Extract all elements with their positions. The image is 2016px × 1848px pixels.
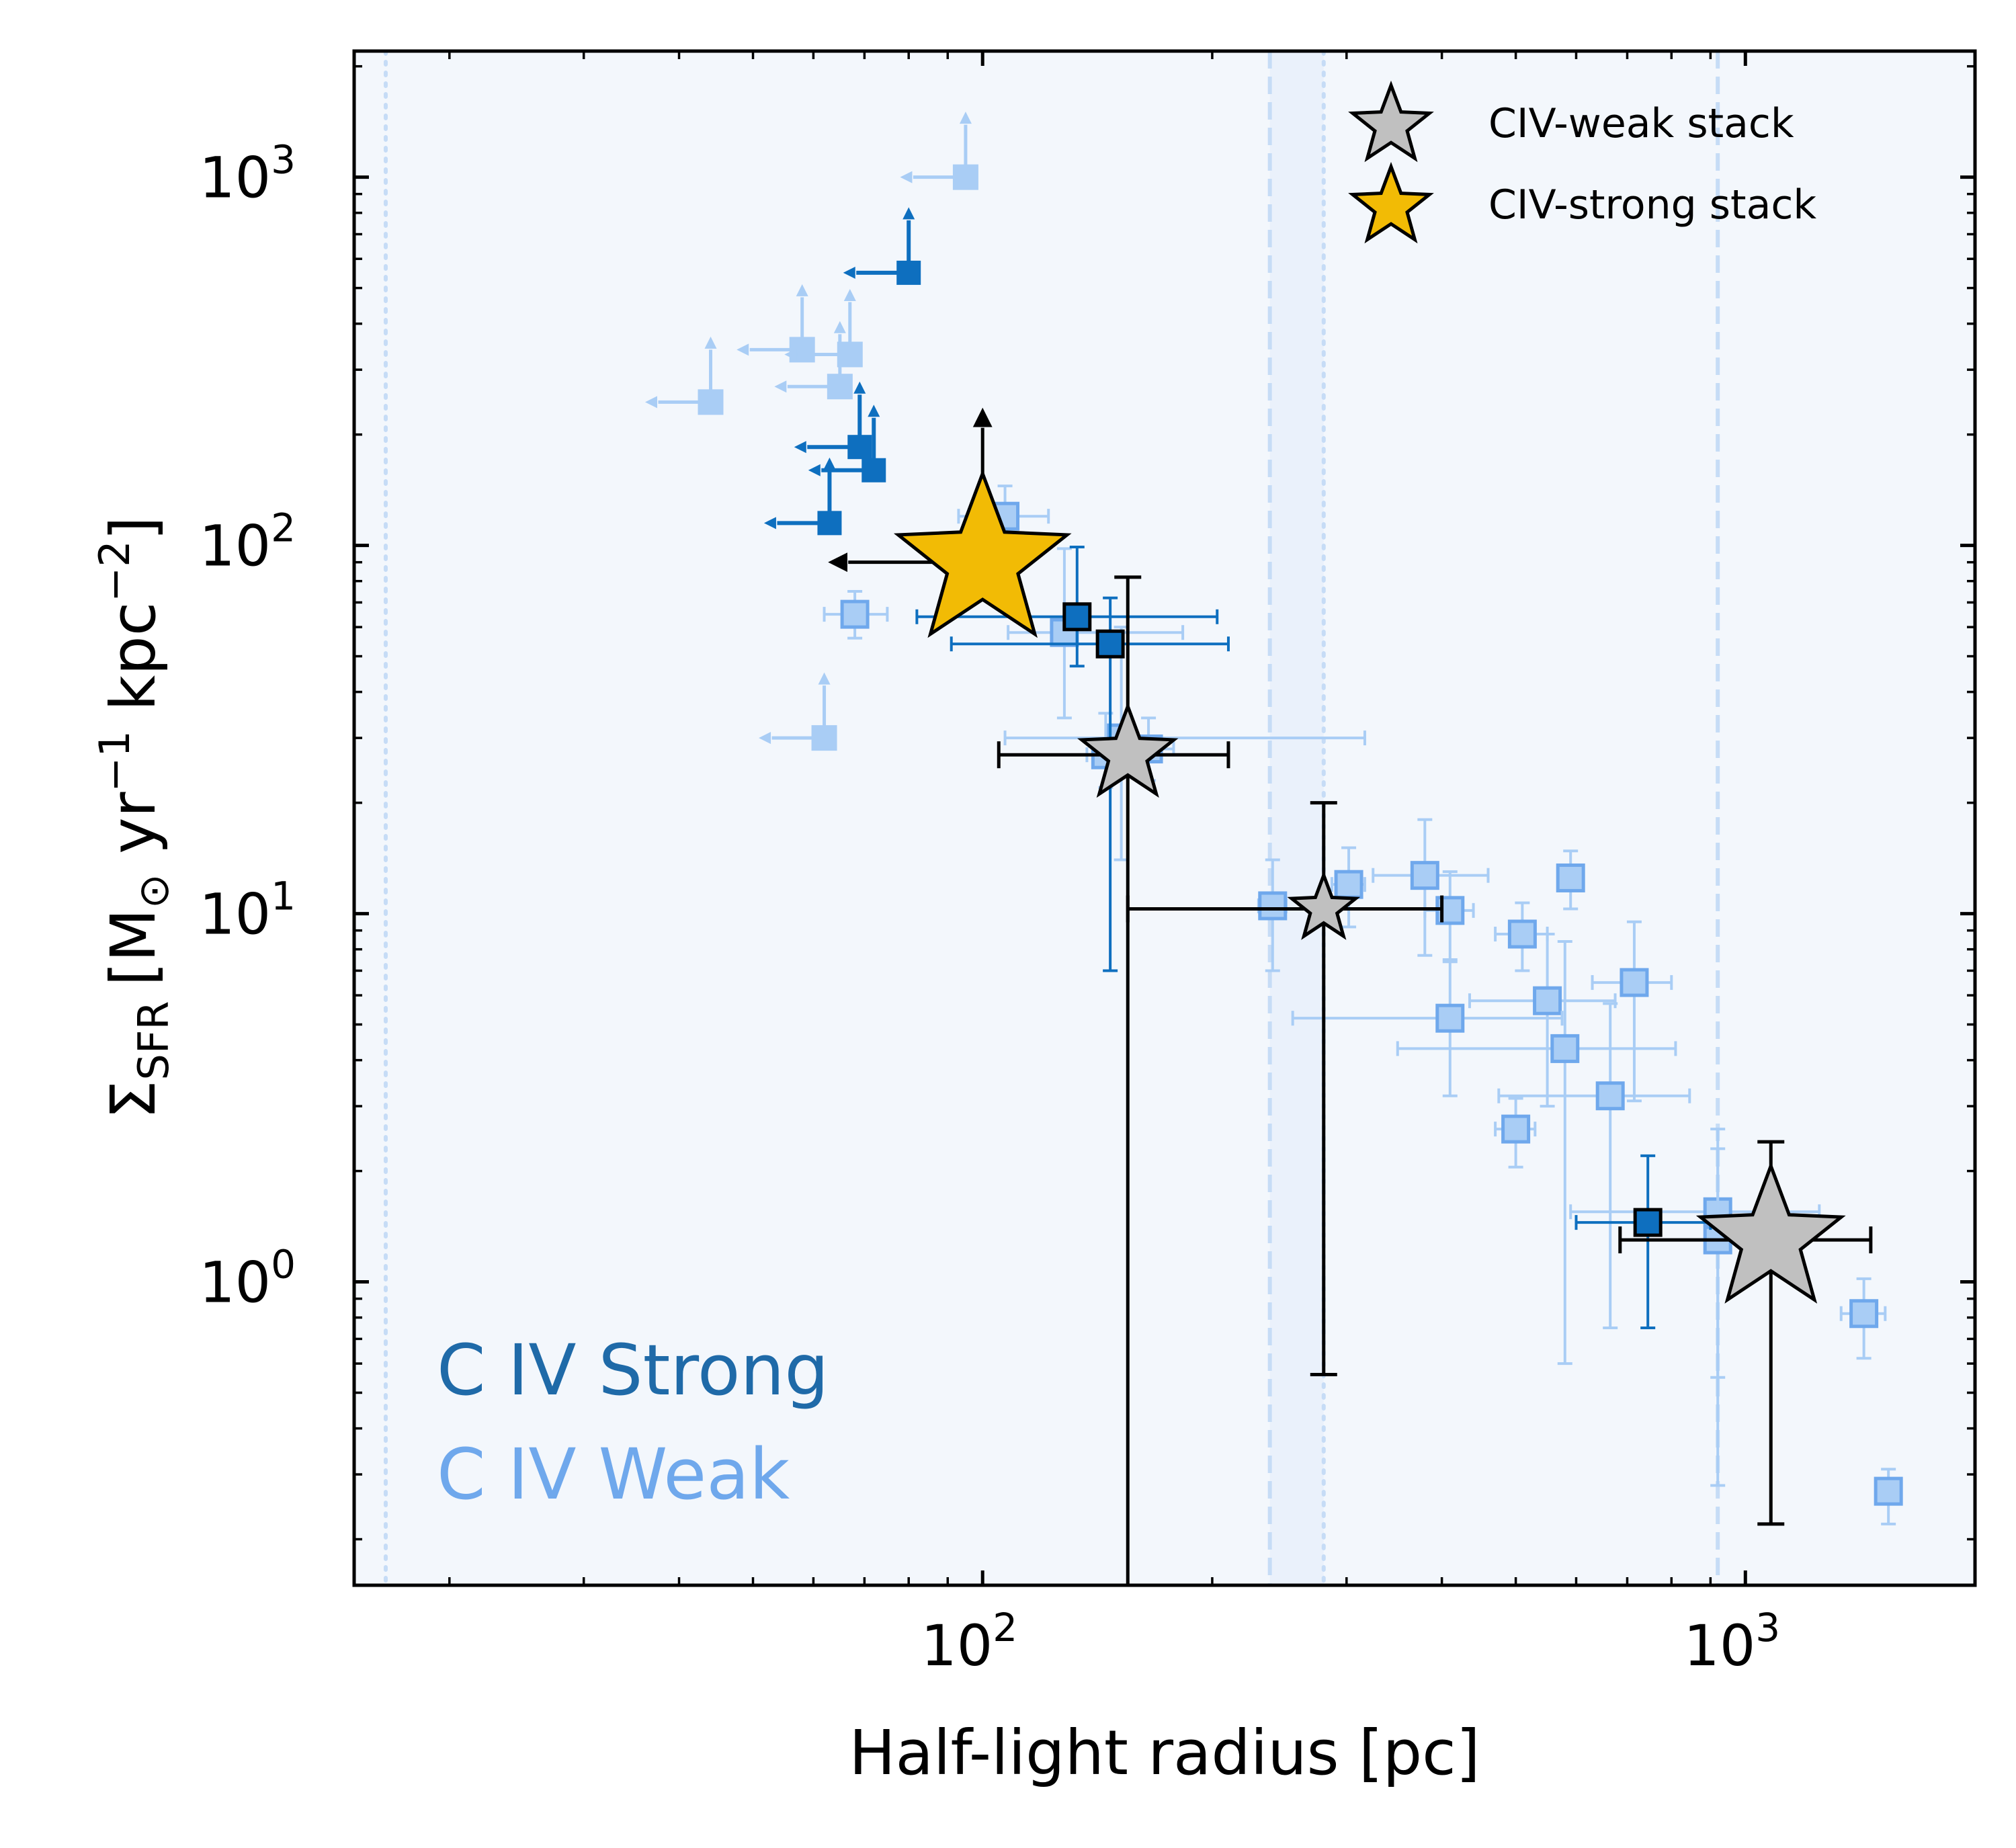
weak-point-marker <box>1435 1003 1465 1033</box>
weak-limit-arrow-up <box>843 288 856 301</box>
weak-stack-marker <box>1695 1161 1846 1304</box>
weak-point-marker <box>1550 1034 1580 1063</box>
strong-limit-arrow-up <box>853 381 866 394</box>
strong-limit-marker <box>817 511 842 536</box>
weak-point-marker <box>1334 870 1363 899</box>
strong-limit-arrow-left <box>808 464 821 476</box>
shaded-band <box>1269 51 1324 1585</box>
legend: CIV-weak stack CIV-strong stack <box>1348 80 1816 244</box>
weak-limit-arrow-up <box>704 336 717 349</box>
strong-limit-arrow-left <box>843 266 855 279</box>
weak-limit-marker <box>827 374 853 400</box>
weak-limit-arrow-left <box>759 732 771 745</box>
strong-point-marker <box>1633 1208 1663 1237</box>
strong-limit-marker <box>896 260 921 285</box>
weak-point-marker <box>1507 919 1537 949</box>
weak-limit-arrow-left <box>737 343 749 356</box>
weak-limit-marker <box>952 164 978 190</box>
weak-limit-arrow-up <box>833 321 846 333</box>
strong-limit-marker <box>862 458 886 482</box>
y-tick-label: 103 <box>199 137 296 211</box>
x-axis-title: Half-light radius [pc] <box>849 1717 1480 1789</box>
strong-limit-marker <box>847 435 872 460</box>
weak-limit-arrow-left <box>774 380 787 393</box>
strong-limit-arrow-up <box>823 457 836 470</box>
data-layer <box>644 112 1903 1585</box>
weak-limit-marker <box>811 725 837 751</box>
weak-point-marker <box>1501 1114 1531 1144</box>
strong-limit-arrow-up <box>902 207 915 220</box>
weak-limit-arrow-up <box>959 112 972 124</box>
x-tick-label: 102 <box>921 1605 1017 1679</box>
annotation-civ-strong: C IV Strong <box>437 1329 829 1411</box>
strong-limit-arrow-left <box>794 441 806 454</box>
weak-limit-arrow-up <box>818 672 831 685</box>
strong-point-marker <box>1062 602 1092 632</box>
strong-point-marker <box>1095 629 1125 659</box>
x-tick-labels: 102 103 <box>921 1605 1780 1679</box>
strong-limit-arrow-left <box>763 517 776 530</box>
strong-stack-arrow-up <box>972 407 993 427</box>
weak-point-marker <box>1620 968 1649 997</box>
weak-limit-arrow-left <box>644 396 657 409</box>
weak-limit-arrow-left <box>784 348 797 361</box>
weak-point-marker <box>1410 861 1439 890</box>
weak-point-marker <box>1556 863 1585 892</box>
weak-stack-marker <box>1077 702 1179 798</box>
strong-stack-arrow-left <box>828 552 848 573</box>
y-tick-labels: 100 101 102 103 <box>199 137 296 1316</box>
plot-area <box>354 51 1975 1585</box>
y-tick-label: 102 <box>199 505 296 579</box>
series-civ-weak <box>644 112 1903 1525</box>
weak-point-marker <box>840 599 870 629</box>
weak-stack-marker <box>1287 870 1361 940</box>
y-axis-title: ΣSFR[M⊙ yr−1 kpc−2] <box>90 516 178 1119</box>
y-tick-label: 100 <box>199 1242 296 1316</box>
plot-frame <box>352 49 1977 1587</box>
weak-point-marker <box>1533 986 1562 1015</box>
legend-label-strong-stack: CIV-strong stack <box>1488 181 1816 228</box>
y-tick-label: 101 <box>199 874 296 948</box>
series-civ-strong <box>763 207 1712 1329</box>
legend-marker-strong-stack <box>1348 161 1434 244</box>
weak-limit-arrow-left <box>900 171 913 183</box>
x-tick-label: 103 <box>1683 1605 1780 1679</box>
annotation-civ-weak: C IV Weak <box>437 1433 790 1515</box>
weak-limit-arrow-up <box>796 284 808 296</box>
weak-limit-marker <box>698 389 724 415</box>
legend-label-weak-stack: CIV-weak stack <box>1488 100 1794 147</box>
strong-stack-marker <box>893 468 1072 638</box>
legend-marker-weak-stack <box>1348 80 1434 163</box>
reference-lines <box>383 51 1720 1585</box>
weak-point-marker <box>1874 1476 1903 1506</box>
series-civ-strong-stack <box>828 407 1072 638</box>
weak-point-marker <box>1849 1299 1879 1329</box>
weak-point-marker <box>1595 1081 1625 1111</box>
series-civ-weak-stack <box>997 575 1873 1585</box>
weak-point-marker <box>1258 891 1288 921</box>
strong-limit-arrow-up <box>868 405 880 417</box>
